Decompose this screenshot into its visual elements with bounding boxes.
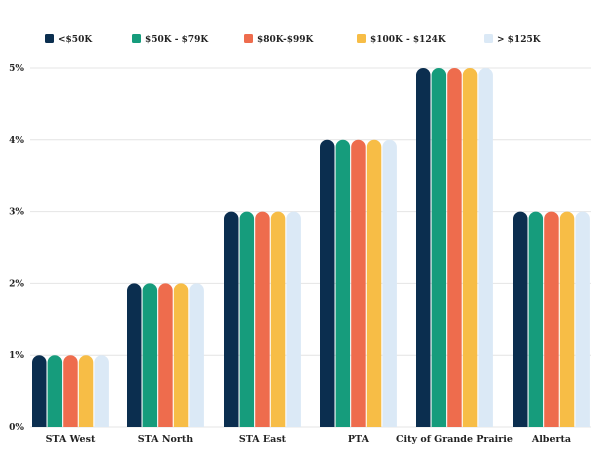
x-category-label: City of Grande Prairie bbox=[396, 434, 513, 445]
legend-label: $100K - $124K bbox=[370, 35, 447, 45]
bar bbox=[462, 68, 478, 427]
bar bbox=[351, 139, 366, 428]
y-axis-ticks: 0% 1% 2% 3% 4% 5% bbox=[9, 64, 24, 433]
legend-label: <$50K bbox=[58, 35, 93, 45]
bar bbox=[478, 68, 493, 427]
bar-group bbox=[513, 211, 590, 427]
bar bbox=[575, 211, 590, 427]
legend-swatch bbox=[132, 34, 141, 43]
x-category-label: STA West bbox=[46, 434, 96, 445]
x-category-label: Alberta bbox=[531, 434, 571, 445]
y-tick-label: 2% bbox=[9, 279, 24, 289]
bar bbox=[255, 211, 270, 427]
bar bbox=[416, 68, 431, 427]
bar bbox=[366, 139, 382, 428]
bar bbox=[382, 139, 397, 428]
bar bbox=[270, 211, 286, 427]
bar bbox=[142, 283, 158, 427]
y-tick-label: 3% bbox=[9, 208, 24, 218]
legend-swatch bbox=[357, 34, 366, 43]
y-tick-label: 5% bbox=[9, 64, 24, 74]
legend: <$50K $50K - $79K $80K-$99K $100K - $124K > … bbox=[45, 34, 542, 45]
bar bbox=[286, 211, 301, 427]
legend-label: $80K-$99K bbox=[257, 35, 314, 45]
bar bbox=[158, 283, 173, 427]
x-category-label: STA East bbox=[239, 434, 287, 445]
bar bbox=[94, 355, 109, 427]
bar bbox=[63, 355, 78, 427]
bar bbox=[513, 211, 528, 427]
bar bbox=[189, 283, 204, 427]
bar bbox=[127, 283, 142, 427]
y-tick-label: 1% bbox=[9, 351, 24, 361]
bar bbox=[32, 355, 47, 427]
bar-group bbox=[32, 355, 109, 427]
bar bbox=[239, 211, 255, 427]
bar bbox=[173, 283, 189, 427]
bar bbox=[544, 211, 559, 427]
bars bbox=[32, 68, 590, 428]
legend-swatch bbox=[484, 34, 493, 43]
bar bbox=[47, 355, 63, 427]
legend-label: > $125K bbox=[497, 35, 542, 45]
bar bbox=[447, 68, 462, 427]
bar bbox=[320, 139, 335, 428]
bar-group bbox=[320, 139, 397, 428]
bar-group bbox=[224, 211, 301, 427]
legend-label: $50K - $79K bbox=[145, 35, 209, 45]
bar bbox=[78, 355, 94, 427]
bar bbox=[335, 139, 351, 428]
bar bbox=[528, 211, 544, 427]
bar bbox=[431, 68, 447, 427]
y-tick-label: 4% bbox=[9, 136, 24, 146]
gridlines bbox=[30, 67, 591, 428]
bar bbox=[559, 211, 575, 427]
legend-swatch bbox=[244, 34, 253, 43]
x-category-label: PTA bbox=[348, 434, 370, 445]
bar-group bbox=[416, 68, 493, 427]
x-axis-categories: STA West STA North STA East PTA City of Gran… bbox=[46, 434, 571, 445]
legend-swatch bbox=[45, 34, 54, 43]
bar-group bbox=[127, 283, 204, 427]
y-tick-label: 0% bbox=[9, 423, 24, 433]
x-category-label: STA North bbox=[138, 434, 194, 445]
bar bbox=[224, 211, 239, 427]
